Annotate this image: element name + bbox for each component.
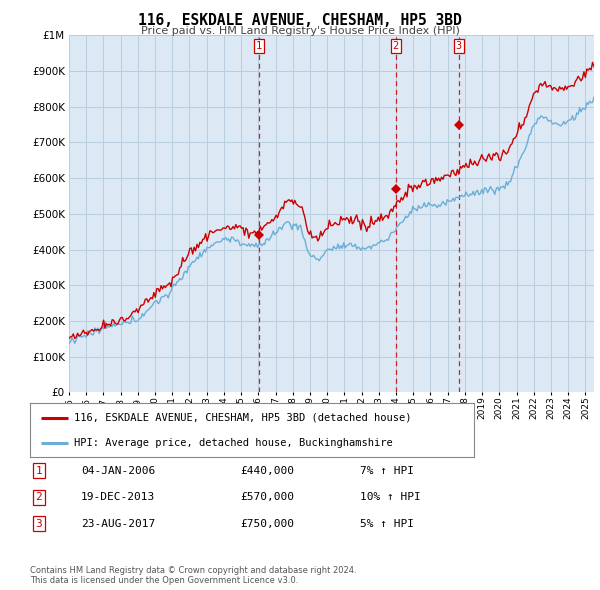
Text: This data is licensed under the Open Government Licence v3.0.: This data is licensed under the Open Gov… [30, 576, 298, 585]
Text: 10% ↑ HPI: 10% ↑ HPI [360, 493, 421, 502]
Text: £440,000: £440,000 [240, 466, 294, 476]
Text: Contains HM Land Registry data © Crown copyright and database right 2024.: Contains HM Land Registry data © Crown c… [30, 566, 356, 575]
Text: 04-JAN-2006: 04-JAN-2006 [81, 466, 155, 476]
Text: 3: 3 [455, 41, 462, 51]
Text: Price paid vs. HM Land Registry's House Price Index (HPI): Price paid vs. HM Land Registry's House … [140, 26, 460, 36]
Text: 1: 1 [35, 466, 43, 476]
Text: 2: 2 [392, 41, 398, 51]
Text: 19-DEC-2013: 19-DEC-2013 [81, 493, 155, 502]
Text: £570,000: £570,000 [240, 493, 294, 502]
Text: 3: 3 [35, 519, 43, 529]
Text: 5% ↑ HPI: 5% ↑ HPI [360, 519, 414, 529]
Text: 7% ↑ HPI: 7% ↑ HPI [360, 466, 414, 476]
Text: 116, ESKDALE AVENUE, CHESHAM, HP5 3BD (detached house): 116, ESKDALE AVENUE, CHESHAM, HP5 3BD (d… [74, 412, 412, 422]
Text: HPI: Average price, detached house, Buckinghamshire: HPI: Average price, detached house, Buck… [74, 438, 393, 448]
Text: £750,000: £750,000 [240, 519, 294, 529]
Text: 1: 1 [256, 41, 262, 51]
Text: 23-AUG-2017: 23-AUG-2017 [81, 519, 155, 529]
Text: 116, ESKDALE AVENUE, CHESHAM, HP5 3BD: 116, ESKDALE AVENUE, CHESHAM, HP5 3BD [138, 13, 462, 28]
Text: 2: 2 [35, 493, 43, 502]
